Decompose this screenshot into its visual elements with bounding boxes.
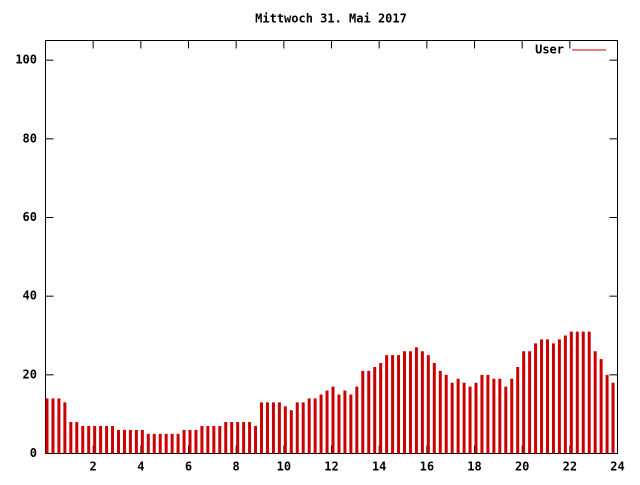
y-tick-label: 80 — [23, 131, 37, 145]
x-tick-label: 10 — [277, 460, 291, 474]
x-tick-label: 20 — [515, 460, 529, 474]
x-tick-label: 18 — [467, 460, 481, 474]
y-tick-label: 20 — [23, 367, 37, 381]
y-tick-label: 60 — [23, 210, 37, 224]
y-tick-label: 100 — [15, 53, 37, 67]
chart-title: Mittwoch 31. Mai 2017 — [255, 12, 407, 26]
y-tick-label: 40 — [23, 289, 37, 303]
x-tick-label: 2 — [90, 460, 97, 474]
x-tick-label: 6 — [185, 460, 192, 474]
x-tick-label: 4 — [137, 460, 144, 474]
x-tick-label: 14 — [372, 460, 386, 474]
x-tick-label: 12 — [324, 460, 338, 474]
legend-label: User — [535, 43, 564, 57]
x-tick-label: 24 — [610, 460, 624, 474]
x-tick-label: 16 — [420, 460, 434, 474]
y-tick-label: 0 — [30, 446, 37, 460]
x-tick-label: 8 — [233, 460, 240, 474]
x-tick-label: 22 — [563, 460, 577, 474]
